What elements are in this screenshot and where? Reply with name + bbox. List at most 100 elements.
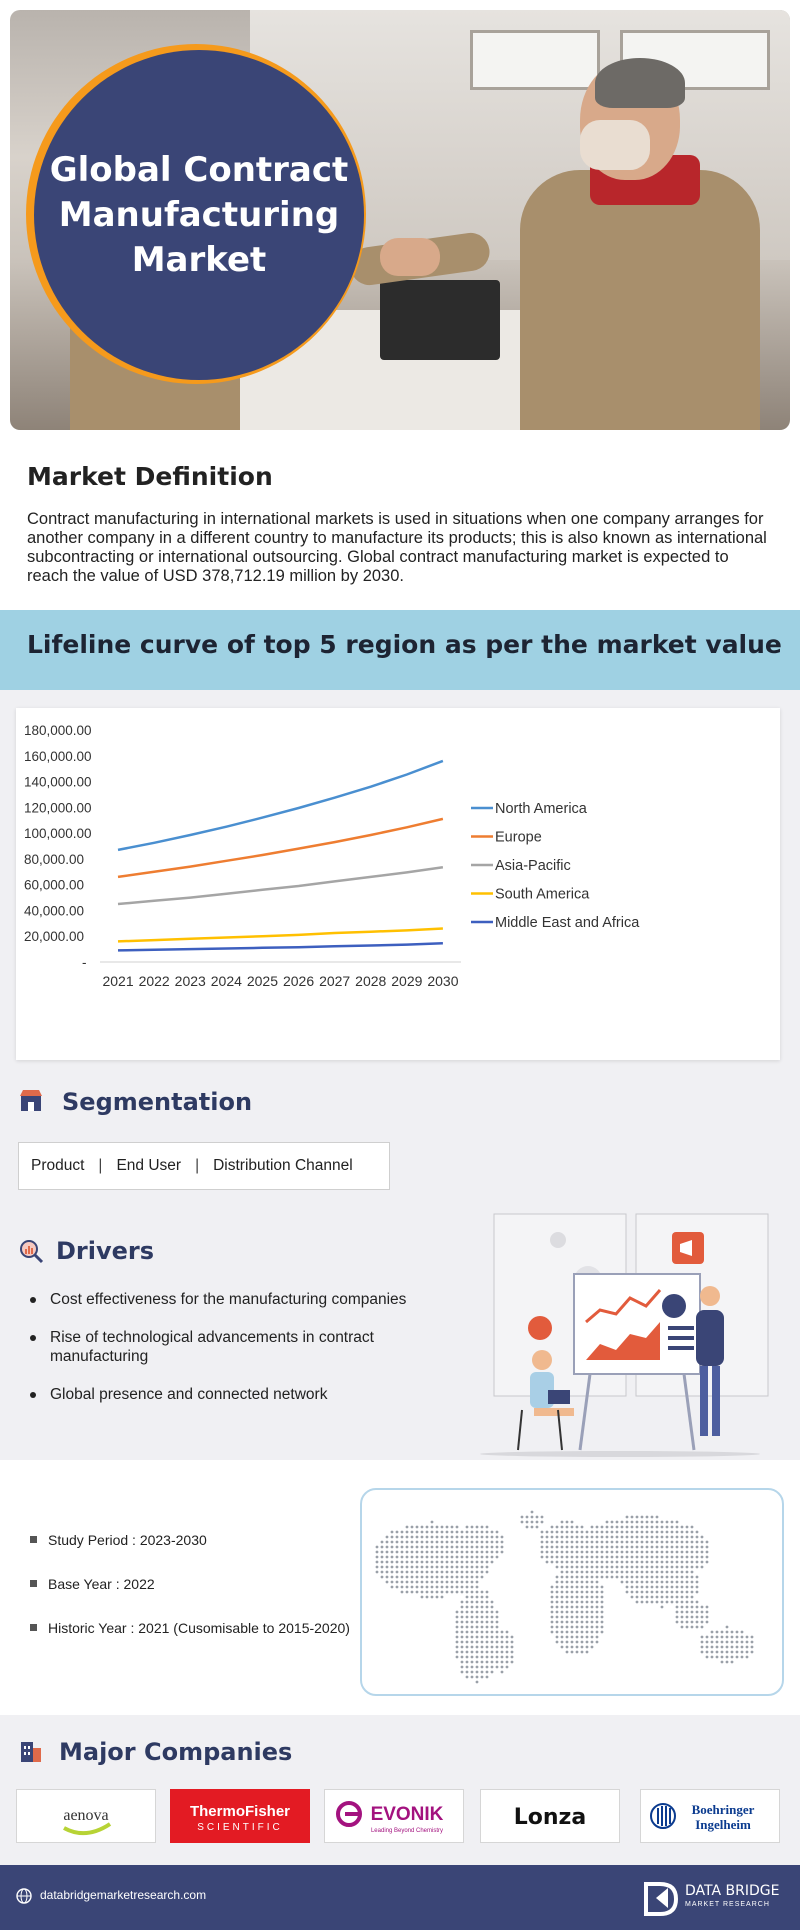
map-dot xyxy=(595,1570,599,1574)
map-dot xyxy=(630,1555,634,1559)
map-dot xyxy=(570,1640,574,1644)
map-dot xyxy=(545,1555,549,1559)
map-dot xyxy=(440,1525,444,1529)
map-dot xyxy=(715,1655,719,1659)
map-dot xyxy=(490,1665,494,1669)
x-tick-label: 2021 xyxy=(102,973,133,989)
map-dot xyxy=(425,1570,429,1574)
map-dot xyxy=(695,1540,699,1544)
map-dot xyxy=(480,1610,484,1614)
map-dot xyxy=(570,1585,574,1589)
map-dot xyxy=(655,1560,659,1564)
map-dot xyxy=(700,1650,704,1654)
storefront-icon xyxy=(20,1090,42,1111)
map-dot xyxy=(640,1545,644,1549)
legend-label: North America xyxy=(495,801,588,817)
map-dot xyxy=(420,1575,424,1579)
map-dot xyxy=(445,1565,449,1569)
map-dot xyxy=(665,1555,669,1559)
map-dot xyxy=(690,1625,694,1629)
map-dot xyxy=(415,1530,419,1534)
boehringer-text: Boehringer xyxy=(692,1802,755,1817)
map-dot xyxy=(550,1590,554,1594)
thermo-fisher-text: ThermoFisher xyxy=(190,1803,290,1820)
map-dot xyxy=(460,1635,464,1639)
map-dot xyxy=(475,1680,479,1684)
map-dot xyxy=(445,1560,449,1564)
map-dot xyxy=(655,1555,659,1559)
map-dot xyxy=(655,1565,659,1569)
y-tick-label: 20,000.00 xyxy=(24,929,84,944)
map-dot xyxy=(645,1590,649,1594)
map-dot xyxy=(485,1605,489,1609)
map-dot xyxy=(640,1585,644,1589)
map-dot xyxy=(465,1675,469,1679)
map-dot xyxy=(485,1565,489,1569)
map-dot xyxy=(385,1545,389,1549)
map-dot xyxy=(410,1565,414,1569)
map-dot xyxy=(395,1555,399,1559)
map-dot xyxy=(450,1580,454,1584)
map-dot xyxy=(415,1580,419,1584)
map-dot xyxy=(480,1620,484,1624)
map-dot xyxy=(580,1530,584,1534)
map-dot xyxy=(575,1635,579,1639)
map-dot xyxy=(585,1555,589,1559)
map-dot xyxy=(700,1620,704,1624)
map-dot xyxy=(610,1575,614,1579)
map-dot xyxy=(560,1540,564,1544)
map-dot xyxy=(660,1540,664,1544)
map-dot xyxy=(655,1515,659,1519)
map-dot xyxy=(595,1565,599,1569)
map-dot xyxy=(700,1610,704,1614)
map-dot xyxy=(510,1650,514,1654)
map-dot xyxy=(625,1580,629,1584)
website-link[interactable]: databridgemarketresearch.com xyxy=(40,1888,207,1902)
map-dot xyxy=(405,1580,409,1584)
map-dot xyxy=(550,1585,554,1589)
map-dot xyxy=(730,1645,734,1649)
map-dot xyxy=(500,1540,504,1544)
map-dot xyxy=(595,1585,599,1589)
map-dot xyxy=(475,1605,479,1609)
map-dot xyxy=(700,1540,704,1544)
map-dot xyxy=(695,1550,699,1554)
map-dot xyxy=(410,1560,414,1564)
map-dot xyxy=(440,1575,444,1579)
map-dot xyxy=(555,1635,559,1639)
map-dot xyxy=(650,1535,654,1539)
map-dot xyxy=(500,1665,504,1669)
map-dot xyxy=(675,1520,679,1524)
map-dot xyxy=(705,1545,709,1549)
map-dot xyxy=(500,1630,504,1634)
map-dot xyxy=(495,1535,499,1539)
map-dot xyxy=(700,1565,704,1569)
map-dot xyxy=(680,1610,684,1614)
map-dot xyxy=(600,1565,604,1569)
map-dot xyxy=(605,1525,609,1529)
map-dot xyxy=(670,1530,674,1534)
map-dot xyxy=(595,1630,599,1634)
map-dot xyxy=(695,1625,699,1629)
map-dot xyxy=(600,1525,604,1529)
map-dot xyxy=(665,1540,669,1544)
chart-card xyxy=(16,708,780,1060)
map-dot xyxy=(685,1580,689,1584)
map-dot xyxy=(675,1540,679,1544)
map-dot xyxy=(725,1655,729,1659)
map-dot xyxy=(650,1520,654,1524)
map-dot xyxy=(480,1615,484,1619)
map-dot xyxy=(425,1565,429,1569)
map-dot xyxy=(560,1625,564,1629)
map-dot xyxy=(695,1535,699,1539)
map-dot xyxy=(490,1610,494,1614)
map-dot xyxy=(490,1560,494,1564)
map-dot xyxy=(685,1565,689,1569)
map-dot xyxy=(390,1570,394,1574)
map-dot xyxy=(470,1675,474,1679)
map-dot xyxy=(630,1530,634,1534)
map-dot xyxy=(655,1580,659,1584)
map-dot xyxy=(470,1665,474,1669)
map-dot xyxy=(655,1595,659,1599)
map-dot xyxy=(705,1605,709,1609)
